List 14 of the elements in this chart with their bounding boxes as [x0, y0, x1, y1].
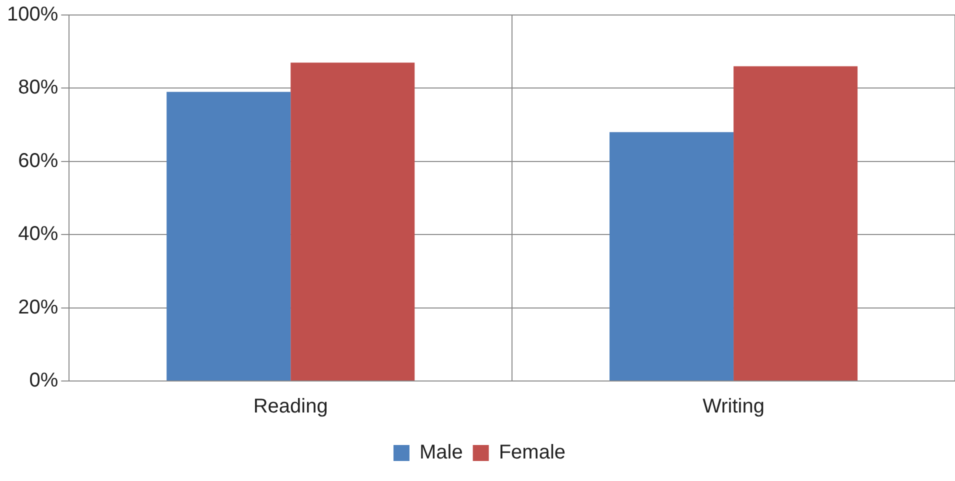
legend-label: Female [498, 442, 566, 464]
y-tick-label: 20% [18, 296, 58, 318]
legend-label: Male [419, 442, 463, 464]
x-tick-label: Writing [702, 396, 764, 418]
bar [290, 62, 415, 380]
bar [166, 92, 291, 380]
y-tick-label: 0% [29, 370, 58, 392]
y-tick-label: 60% [18, 150, 58, 172]
y-tick-label: 80% [18, 76, 58, 99]
bar [734, 66, 858, 380]
bar [610, 132, 734, 380]
y-tick-label: 40% [18, 223, 58, 246]
x-tick-label: Reading [253, 396, 328, 418]
y-tick-label: 100% [6, 4, 58, 26]
